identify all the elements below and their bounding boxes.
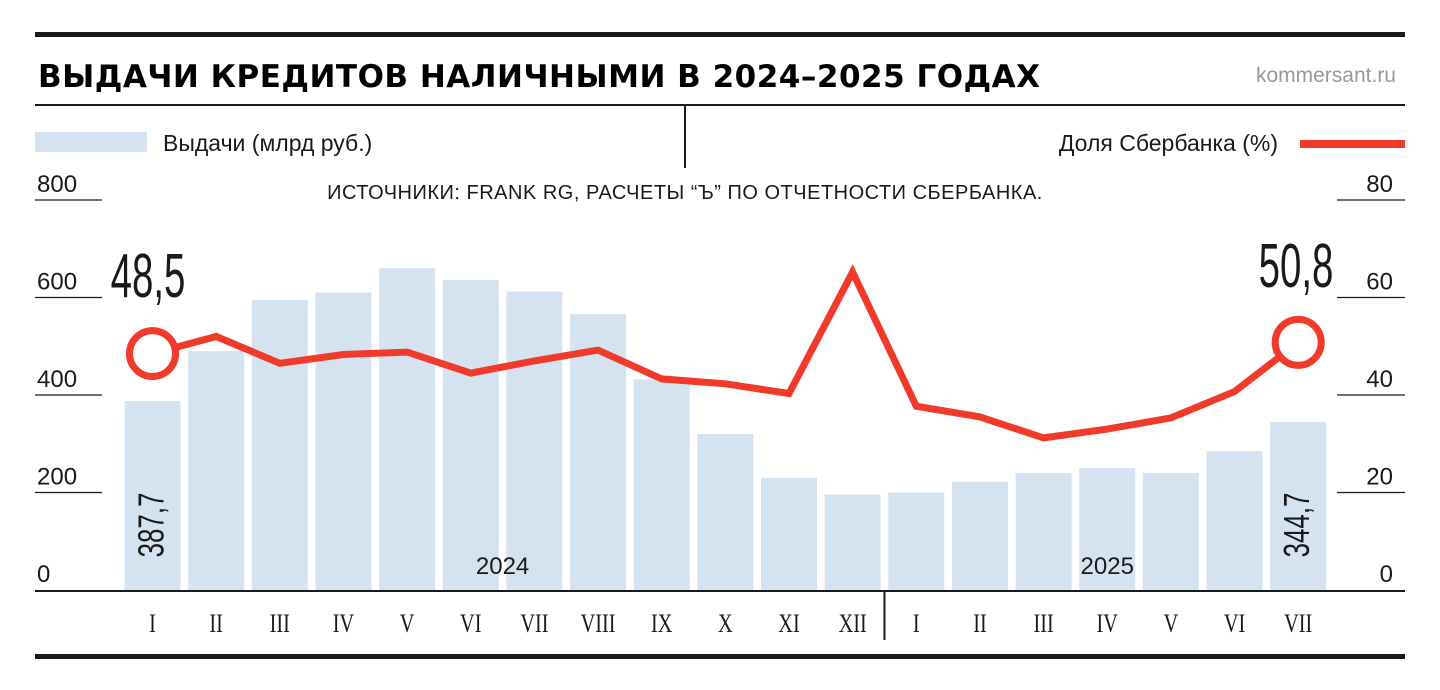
bar <box>951 481 1008 590</box>
bar <box>379 268 436 590</box>
bar <box>1079 468 1136 590</box>
legend-line-swatch <box>1300 140 1405 148</box>
bar <box>442 279 499 590</box>
bar <box>824 494 881 590</box>
x-tick-label: VII <box>1284 610 1312 639</box>
right-tick-label: 40 <box>1366 366 1393 393</box>
right-axis: 0 20 40 60 80 <box>1337 171 1405 588</box>
right-tick-label: 20 <box>1366 464 1393 491</box>
x-tick-label: VI <box>460 610 481 639</box>
x-axis: I II III IV V VI VII VIII IX X XI XII I II III IV V VI VII <box>35 590 1405 640</box>
x-tick-label: VII <box>520 610 548 639</box>
legend-bar-swatch <box>35 132 147 152</box>
x-tick-label: II <box>973 610 987 639</box>
x-tick-label: VI <box>1224 610 1245 639</box>
x-tick-label: II <box>209 610 223 639</box>
x-tick-label: I <box>149 610 156 639</box>
x-tick-label: VIII <box>581 610 616 639</box>
left-tick-label: 600 <box>37 269 77 296</box>
bar <box>251 299 308 590</box>
bottom-rule <box>35 654 1405 659</box>
x-tick-label: V <box>400 610 415 639</box>
x-tick-label: III <box>270 610 290 639</box>
x-tick-label: IV <box>333 610 355 639</box>
left-axis: 0 200 400 600 800 <box>35 171 102 588</box>
bar <box>124 400 181 590</box>
right-tick-label: 80 <box>1366 171 1393 198</box>
bar <box>188 351 245 590</box>
line-layer <box>151 264 1301 442</box>
x-tick-label: I <box>913 610 920 639</box>
bar <box>1015 473 1072 590</box>
bar <box>1206 451 1263 590</box>
left-tick-label: 200 <box>37 464 77 491</box>
annotation-last-share: 50,8 <box>1259 231 1334 301</box>
year-label: 2025 <box>1081 553 1134 580</box>
bar <box>506 291 563 590</box>
bar <box>697 434 754 590</box>
line-endpoint-marker <box>126 327 179 381</box>
bar <box>1270 421 1327 590</box>
x-tick-label: III <box>1033 610 1053 639</box>
share-line <box>151 264 1301 442</box>
left-tick-label: 0 <box>37 561 50 588</box>
top-rule <box>35 32 1405 37</box>
right-tick-label: 60 <box>1366 269 1393 296</box>
annotation-first-share: 48,5 <box>111 241 186 311</box>
bar-value-label: 387,7 <box>131 493 171 558</box>
brand-name: kommersant.ru <box>1256 64 1396 87</box>
legend-bar-label: Выдачи (млрд руб.) <box>163 130 372 156</box>
bar-value-label: 344,7 <box>1277 493 1317 558</box>
markers <box>126 315 1325 381</box>
legend-line-label: Доля Сбербанка (%) <box>1059 130 1278 156</box>
x-tick-label: X <box>718 610 733 639</box>
chart-title: ВЫДАЧИ КРЕДИТОВ НАЛИЧНЫМИ В 2024–2025 ГО… <box>38 59 1041 95</box>
x-tick-label: XI <box>778 610 799 639</box>
x-tick-label: XII <box>839 610 867 639</box>
bars: 387,7 344,7 <box>124 268 1327 590</box>
header-rule <box>35 104 1405 106</box>
bar <box>888 492 945 590</box>
right-tick-label: 0 <box>1380 561 1393 588</box>
source-note: ИСТОЧНИКИ: FRANK RG, РАСЧЕТЫ “Ъ” ПО ОТЧЕ… <box>327 182 1043 204</box>
bar <box>1142 473 1199 590</box>
bar <box>315 292 372 590</box>
left-tick-label: 800 <box>37 171 77 198</box>
x-tick-label: V <box>1164 610 1179 639</box>
legend-divider <box>684 106 686 168</box>
left-tick-label: 400 <box>37 366 77 393</box>
line-endpoint-marker <box>1271 315 1325 369</box>
year-labels: 2024 2025 <box>476 553 1134 580</box>
bar <box>633 379 690 590</box>
x-tick-label: IX <box>651 610 673 639</box>
bar <box>761 477 817 590</box>
x-tick-label: IV <box>1097 610 1119 639</box>
year-label: 2024 <box>476 553 529 580</box>
